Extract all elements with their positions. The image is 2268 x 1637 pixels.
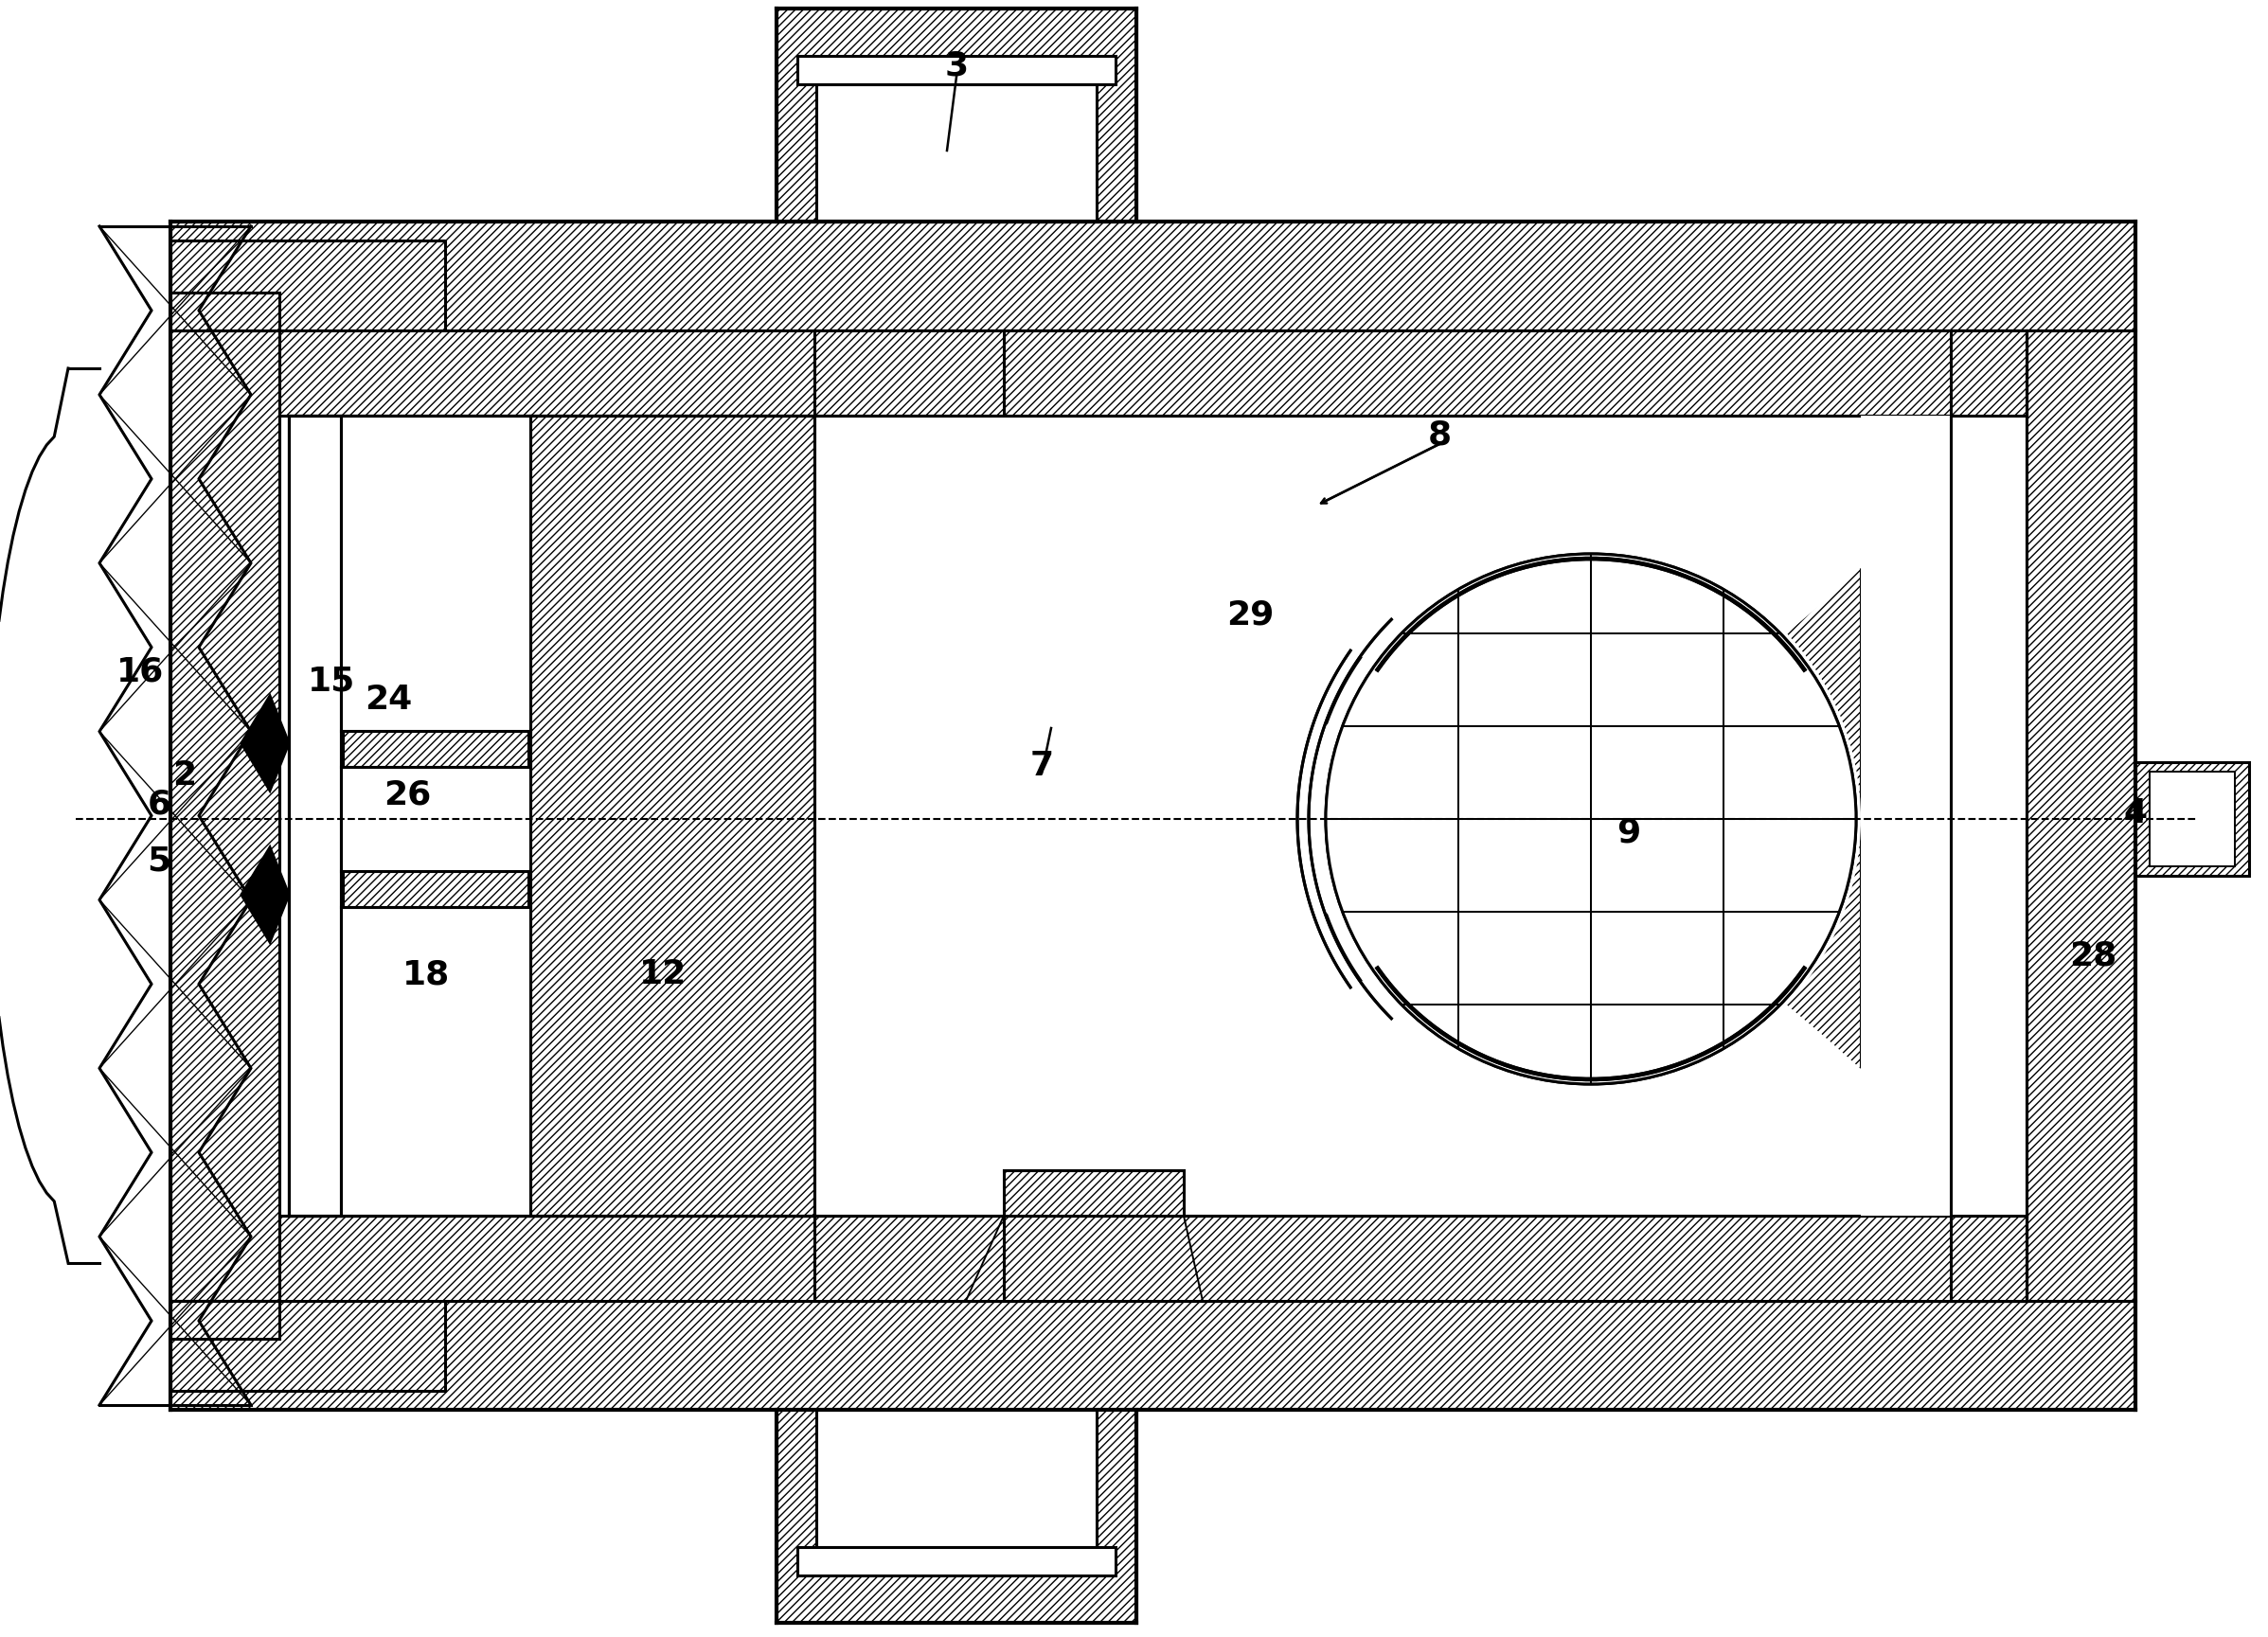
Text: 2: 2 [172, 760, 197, 792]
Bar [2150, 771, 2234, 866]
Circle shape [1327, 553, 1855, 1084]
Bar [342, 732, 528, 766]
Bar [814, 416, 1724, 463]
Bar [814, 331, 1061, 444]
Bar [814, 416, 1860, 1216]
Polygon shape [814, 951, 2028, 1216]
Bar [342, 766, 528, 871]
Text: 5: 5 [147, 845, 170, 877]
Polygon shape [814, 416, 2028, 686]
Bar [170, 241, 445, 331]
Text: 28: 28 [2068, 940, 2116, 971]
Bar [1005, 1216, 2028, 1301]
Bar [340, 416, 531, 818]
Bar [1724, 1216, 2028, 1301]
Bar [1860, 416, 2025, 1216]
Bar [288, 416, 814, 1216]
Text: 4: 4 [2123, 797, 2148, 830]
Text: 16: 16 [116, 655, 163, 688]
Text: 9: 9 [1617, 817, 1640, 848]
Bar [816, 417, 1769, 1213]
Bar [816, 1409, 1098, 1547]
Bar [279, 1216, 1000, 1301]
Bar [798, 56, 1116, 83]
Bar [279, 331, 2028, 1301]
Bar [340, 818, 531, 1216]
Bar [1950, 331, 2028, 416]
Bar [1005, 416, 2028, 1216]
Polygon shape [814, 331, 2028, 416]
Bar [279, 331, 1000, 416]
Bar [340, 732, 528, 766]
Bar [1950, 416, 2028, 1216]
Bar [288, 416, 340, 1216]
Bar [531, 416, 814, 1216]
Text: 6: 6 [147, 787, 170, 820]
Text: 12: 12 [640, 958, 687, 990]
Text: 15: 15 [308, 665, 356, 697]
Bar [170, 331, 279, 1301]
Bar [776, 8, 1136, 221]
Bar [288, 416, 814, 1216]
Circle shape [1327, 553, 1855, 1084]
Bar [340, 416, 531, 1216]
Bar [170, 1301, 445, 1391]
Text: 8: 8 [1427, 419, 1452, 450]
Bar [170, 293, 279, 331]
Bar [170, 1301, 2136, 1409]
Bar [288, 416, 340, 1216]
Bar [816, 83, 1098, 221]
Polygon shape [240, 848, 288, 941]
Bar [340, 871, 528, 907]
Circle shape [1320, 548, 1860, 1089]
Bar [170, 221, 2136, 331]
Bar [1005, 1170, 1184, 1216]
Bar [170, 1301, 279, 1339]
Text: 18: 18 [401, 958, 449, 990]
Bar [1005, 331, 2028, 416]
Bar [531, 416, 814, 1216]
Bar [814, 1169, 1724, 1216]
Bar [2136, 763, 2250, 876]
Bar [342, 871, 528, 907]
Bar [342, 766, 528, 871]
Text: 24: 24 [365, 684, 413, 715]
Text: 29: 29 [1227, 599, 1275, 630]
Bar [798, 1547, 1116, 1575]
Polygon shape [240, 696, 288, 791]
Bar [814, 1187, 1061, 1301]
Bar [1724, 331, 2028, 416]
Bar [1950, 1216, 2028, 1301]
Text: 7: 7 [1030, 750, 1055, 782]
Bar [1860, 416, 2028, 1216]
Text: 3: 3 [943, 49, 968, 82]
Text: 26: 26 [383, 778, 431, 810]
Bar [2028, 331, 2136, 1301]
Polygon shape [814, 1216, 2028, 1301]
Bar [814, 444, 1061, 1187]
Bar [776, 1409, 1136, 1622]
